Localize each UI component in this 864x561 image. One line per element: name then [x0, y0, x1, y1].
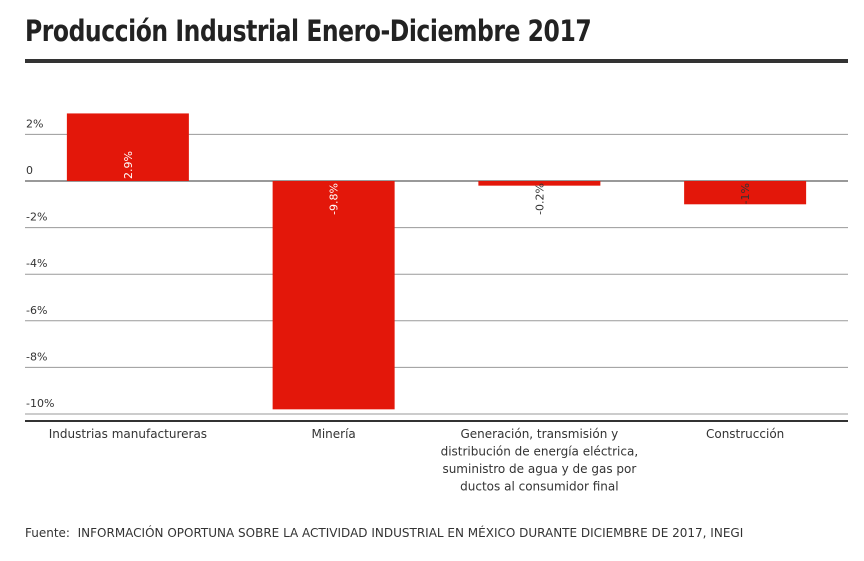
bar [272, 181, 395, 410]
bar-value-label: -1% [739, 183, 752, 204]
bar [478, 181, 601, 186]
y-tick-label: -2% [26, 211, 47, 224]
x-tick-label: Minería [311, 427, 355, 441]
y-tick-label: -8% [26, 350, 47, 363]
bar-chart: 2% 0 -2% -4% -6% -8% -10% Industrias manufactu… [25, 113, 848, 494]
y-tick-label: -6% [26, 304, 47, 317]
x-tick-label: ductos al consumidor final [460, 480, 618, 494]
bar-value-label: -9.8% [328, 183, 341, 215]
x-tick-label: Industrias manufactureras [49, 427, 207, 441]
bar [66, 113, 189, 181]
chart-title: Producción Industrial Enero-Diciembre 20… [25, 14, 592, 48]
bar [684, 181, 807, 205]
x-axis-labels: Industrias manufactureras Minería Generaci… [49, 427, 785, 494]
bar-value-label: -0.2% [533, 183, 546, 215]
bar-value-label: 2.9% [122, 151, 135, 179]
source-text: INFORMACIÓN OPORTUNA SOBRE LA ACTIVIDAD … [77, 526, 744, 540]
y-axis-ticks: 2% 0 -2% -4% -6% -8% -10% [26, 117, 54, 410]
x-tick-label: Generación, transmisión y [460, 427, 618, 441]
y-tick-label: 0 [26, 164, 33, 177]
y-tick-label: -10% [26, 397, 54, 410]
bars [66, 113, 807, 410]
source-label: Fuente: [25, 526, 70, 540]
x-tick-label: suministro de agua y de gas por [442, 462, 636, 476]
x-tick-label: distribución de energía eléctrica, [441, 445, 639, 459]
x-tick-label: Construcción [706, 427, 784, 441]
source-note: Fuente: INFORMACIÓN OPORTUNA SOBRE LA AC… [25, 526, 743, 540]
y-tick-label: -4% [26, 257, 47, 270]
bar-value-labels: 2.9% -9.8% -0.2% -1% [122, 151, 752, 215]
y-tick-label: 2% [26, 117, 43, 130]
title-divider [25, 59, 848, 63]
